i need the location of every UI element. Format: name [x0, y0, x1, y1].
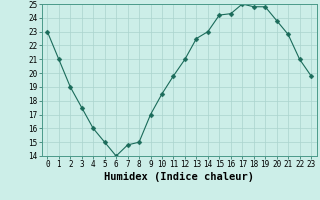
- X-axis label: Humidex (Indice chaleur): Humidex (Indice chaleur): [104, 172, 254, 182]
